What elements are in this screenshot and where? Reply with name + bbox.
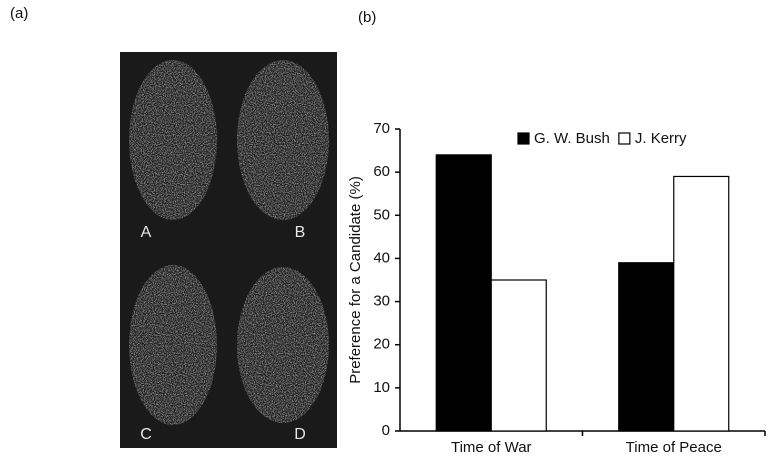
x-tick-label: Time of War (451, 439, 532, 456)
y-axis-label: Preference for a Candidate (%) (347, 176, 364, 384)
face-label: A (141, 224, 152, 241)
legend-swatch (618, 132, 631, 145)
bar (673, 175, 730, 432)
y-tick-label: 30 (373, 293, 390, 310)
y-tick-label: 10 (373, 379, 390, 396)
face-label: D (294, 426, 306, 443)
x-tick-label: Time of Peace (626, 439, 722, 456)
y-tick-label: 70 (373, 120, 390, 137)
face-images (129, 60, 329, 425)
bar (490, 279, 547, 432)
y-tick-label: 20 (373, 336, 390, 353)
panel-label: (a) (10, 5, 28, 22)
y-tick-label: 0 (382, 422, 390, 439)
bar (618, 262, 675, 432)
panel-label: (b) (358, 9, 376, 26)
face-label: C (140, 426, 152, 443)
legend-label: G. W. Bush (534, 130, 610, 147)
y-tick-label: 50 (373, 206, 390, 223)
bar (435, 154, 492, 432)
y-tick-label: 40 (373, 249, 390, 266)
y-tick-label: 60 (373, 163, 390, 180)
legend-swatch (517, 132, 530, 145)
legend-label: J. Kerry (635, 130, 687, 147)
face-label: B (295, 224, 306, 241)
